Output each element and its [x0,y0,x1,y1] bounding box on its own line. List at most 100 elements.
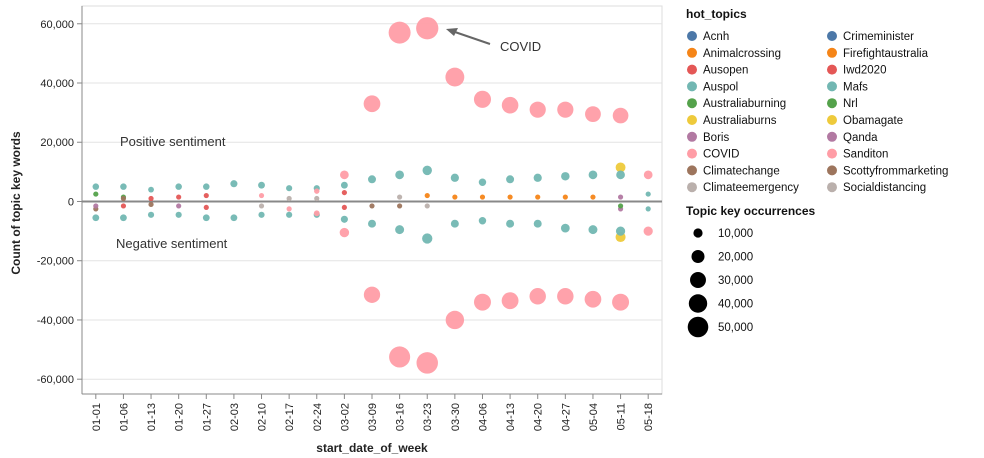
point-covid [557,101,574,118]
size-legend-marker [690,272,706,288]
legend-label: Socialdistancing [843,182,926,194]
point-covid [585,106,601,123]
negative-sentiment-annotation: Negative sentiment [116,236,228,251]
point-auspol [175,183,182,190]
point-auspol [368,175,376,184]
legend-swatch [827,31,837,41]
point-auspol [561,172,570,181]
legend-label: Australiaburning [703,98,786,110]
point-sanditon [286,206,292,212]
point-covid [445,67,465,87]
legend-label: Firefightaustralia [843,48,929,60]
size-legend: Topic key occurrences 10,000 20,000 30,000… [686,204,815,338]
point-covid [643,170,653,180]
point-socialdistancing [258,203,265,209]
x-tick-label: 03-02 [339,403,351,431]
x-tick-label: 02-03 [229,403,241,431]
point-covid [473,293,491,311]
x-tick-label: 05-18 [643,403,655,431]
point-firefightaustralia [562,194,568,200]
point-auspol [148,186,154,193]
point-firefightaustralia [507,194,513,200]
grid [81,5,663,395]
point-covid [612,293,630,311]
x-tick-label: 01-27 [201,403,213,431]
legend-label: Ausopen [703,65,748,77]
point-climatechange [148,201,154,208]
point-auspol [92,214,100,222]
x-tick-label: 03-30 [450,403,462,431]
y-tick-label: -20,000 [37,256,74,268]
legend-swatch [687,81,697,92]
point-auspol [395,170,404,180]
point-auspol [230,214,238,222]
legend-label: Mafs [843,81,868,93]
legend-swatch [827,115,837,125]
x-tick-label: 03-23 [422,403,434,431]
covid-arrow [446,28,491,45]
point-ausopen [203,204,209,211]
point-auspol [286,211,293,218]
point-auspol [286,185,293,192]
point-australiaburning [93,191,99,197]
point-auspol [340,215,348,223]
y-tick-label: 20,000 [40,137,74,149]
x-tick-label: 02-17 [284,403,296,431]
legend-label: Auspol [703,81,738,93]
size-legend-label: 10,000 [718,228,753,240]
legend-label: Qanda [843,132,878,144]
point-climatechange [120,195,127,202]
legend-swatch [687,115,697,125]
size-legend-label: 30,000 [718,275,753,287]
point-covid [501,292,519,310]
point-auspol [506,175,515,184]
legend-label: Climateemergency [703,182,799,194]
point-socialdistancing [286,195,292,202]
legend-label: Nrl [843,98,858,110]
size-legend-marker [693,228,703,238]
legend-label: Iwd2020 [843,65,886,77]
point-covid [363,286,381,303]
point-auspol [450,173,459,182]
point-covid [584,290,602,308]
x-tick-label: 01-20 [174,403,186,431]
point-auspol [588,225,598,235]
legend-swatch [827,64,837,75]
legend-swatch [827,81,837,92]
point-auspol [120,183,127,190]
plot-frame [81,5,663,395]
point-auspol [147,211,155,218]
legend-label: Acnh [703,31,729,43]
point-sanditon [258,192,265,199]
legend-swatch [827,47,837,58]
point-ausopen [120,203,127,209]
legend-swatch [687,64,697,75]
x-tick-label: 04-27 [560,403,572,431]
point-auspol [258,211,265,218]
size-legend-marker [691,249,705,264]
legend-swatch [827,98,837,109]
point-qanda [176,203,182,209]
point-covid [529,101,546,118]
point-covid [363,95,381,113]
point-auspol [120,214,127,222]
point-auspol [478,178,487,186]
point-sanditon [314,188,320,194]
point-auspol [588,170,598,180]
point-auspol [450,219,459,228]
point-auspol [368,219,376,228]
legend-swatch [687,165,697,176]
point-ausopen [203,192,209,199]
point-auspol [202,214,210,222]
x-tick-label: 03-16 [395,403,407,431]
point-firefightaustralia [424,192,430,199]
point-covid [501,96,519,114]
legend-label: Australiaburns [703,115,777,127]
point-ausopen [176,194,182,200]
point-covid [473,90,492,108]
point-auspol [340,181,348,189]
point-auspol [422,165,432,176]
point-socialdistancing [424,203,430,209]
point-australiaburning [617,203,624,209]
